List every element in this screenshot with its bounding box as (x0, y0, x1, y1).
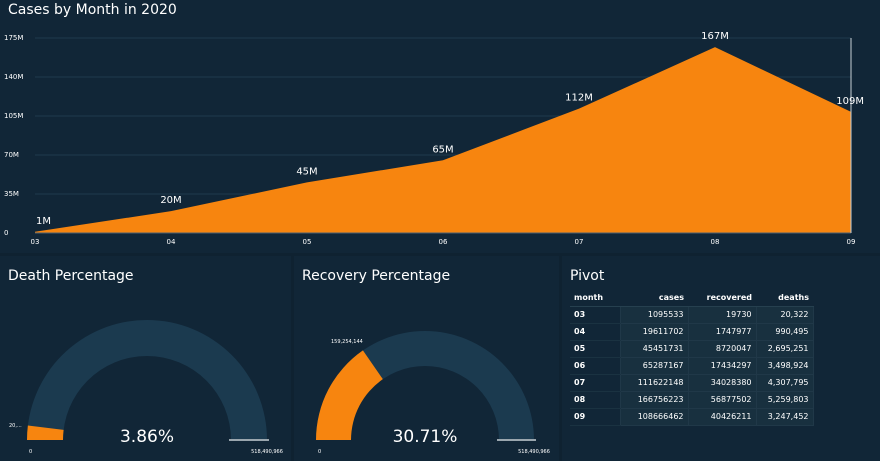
death-percentage-panel: Death Percentage 3.86% 0 518,490,966 20,... (0, 256, 291, 461)
pivot-header-row: month cases recovered deaths (570, 289, 813, 307)
table-row[interactable]: 05 45451731 8720047 2,695,251 (570, 339, 814, 358)
pivot-table: month cases recovered deaths 03 1095533 19… (570, 289, 814, 426)
cell-recovered: 34028380 (687, 373, 757, 392)
cell-cases: 166756223 (619, 390, 689, 409)
x-tick-label: 08 (711, 238, 720, 246)
cell-recovered: 1747977 (687, 322, 757, 341)
column-header-month[interactable]: month (570, 289, 620, 307)
data-label: 167M (701, 31, 729, 42)
gauge-value-label: 20,... (9, 423, 22, 429)
y-tick-label: 70M (4, 151, 19, 159)
area-series[interactable] (35, 47, 851, 233)
gauge-max-marker (229, 439, 269, 441)
cell-month: 07 (570, 374, 620, 392)
gauge-max-label: 518,490,966 (518, 449, 550, 455)
table-row[interactable]: 08 166756223 56877502 5,259,803 (570, 390, 814, 409)
cell-month: 09 (570, 408, 620, 426)
table-row[interactable]: 03 1095533 19730 20,322 (570, 305, 814, 324)
cell-deaths: 5,259,803 (755, 390, 814, 409)
recovery-percentage-panel: Recovery Percentage 30.71% 0 518,490,966 15… (294, 256, 559, 461)
gauge-value-label: 159,254,144 (331, 339, 363, 345)
cell-cases: 108666462 (619, 407, 689, 426)
data-label: 1M (36, 216, 51, 227)
gauge-fill[interactable] (27, 425, 64, 440)
cases-area-chart[interactable]: 0 35M 70M 105M 140M 175M 03 04 05 06 07 08 09 1M 20M 45… (0, 0, 880, 253)
cell-month: 08 (570, 391, 620, 409)
x-tick-label: 03 (31, 238, 40, 246)
gauge-percent: 30.71% (393, 427, 458, 447)
column-header-recovered[interactable]: recovered (688, 289, 756, 307)
cell-month: 03 (570, 306, 620, 324)
data-label: 65M (432, 144, 453, 155)
gauge-max-marker (497, 439, 536, 441)
cell-deaths: 3,498,924 (755, 356, 814, 375)
column-header-cases[interactable]: cases (620, 289, 688, 307)
cell-deaths: 20,322 (755, 305, 814, 324)
recovery-gauge-title: Recovery Percentage (302, 268, 451, 284)
cell-recovered: 56877502 (687, 390, 757, 409)
cell-cases: 1095533 (619, 305, 689, 324)
table-row[interactable]: 04 19611702 1747977 990,495 (570, 322, 814, 341)
cell-recovered: 8720047 (687, 339, 757, 358)
death-gauge[interactable]: 3.86% 0 518,490,966 20,... (0, 256, 291, 461)
cell-recovered: 19730 (687, 305, 757, 324)
area-chart-title: Cases by Month in 2020 (8, 2, 177, 18)
table-row[interactable]: 06 65287167 17434297 3,498,924 (570, 356, 814, 375)
gauge-min-label: 0 (29, 449, 32, 455)
cell-deaths: 4,307,795 (755, 373, 814, 392)
column-header-deaths[interactable]: deaths (756, 289, 813, 307)
cell-cases: 19611702 (619, 322, 689, 341)
y-tick-label: 0 (4, 229, 8, 237)
cell-cases: 111622148 (619, 373, 689, 392)
y-tick-label: 105M (4, 112, 23, 120)
gauge-percent: 3.86% (120, 427, 174, 447)
cell-deaths: 2,695,251 (755, 339, 814, 358)
cell-cases: 65287167 (619, 356, 689, 375)
gauge-track (316, 331, 534, 440)
table-row[interactable]: 09 108666462 40426211 3,247,452 (570, 407, 814, 426)
recovery-gauge[interactable]: 30.71% 0 518,490,966 159,254,144 (294, 256, 559, 461)
cell-deaths: 3,247,452 (755, 407, 814, 426)
gauge-min-label: 0 (318, 449, 321, 455)
data-label: 45M (296, 166, 317, 177)
pivot-title: Pivot (570, 268, 605, 284)
cases-by-month-panel: Cases by Month in 2020 0 35M 70M 105M 140M 17… (0, 0, 880, 253)
y-tick-label: 140M (4, 73, 23, 81)
data-label: 109M (836, 96, 864, 107)
data-label: 20M (160, 195, 181, 206)
cell-recovered: 40426211 (687, 407, 757, 426)
y-tick-label: 175M (4, 34, 23, 42)
x-tick-label: 05 (303, 238, 312, 246)
cell-month: 06 (570, 357, 620, 375)
gauge-fill[interactable] (316, 350, 383, 440)
cell-deaths: 990,495 (755, 322, 814, 341)
death-gauge-title: Death Percentage (8, 268, 134, 284)
x-tick-label: 06 (439, 238, 448, 246)
cell-cases: 45451731 (619, 339, 689, 358)
table-row[interactable]: 07 111622148 34028380 4,307,795 (570, 373, 814, 392)
x-tick-label: 07 (575, 238, 584, 246)
pivot-panel: Pivot month cases recovered deaths 03 109… (562, 256, 880, 461)
cell-month: 04 (570, 323, 620, 341)
gauge-track (27, 320, 267, 440)
y-tick-label: 35M (4, 190, 19, 198)
x-tick-label: 04 (167, 238, 176, 246)
gauge-max-label: 518,490,966 (251, 449, 283, 455)
cell-recovered: 17434297 (687, 356, 757, 375)
cell-month: 05 (570, 340, 620, 358)
data-label: 112M (565, 93, 593, 104)
x-tick-label: 09 (847, 238, 856, 246)
